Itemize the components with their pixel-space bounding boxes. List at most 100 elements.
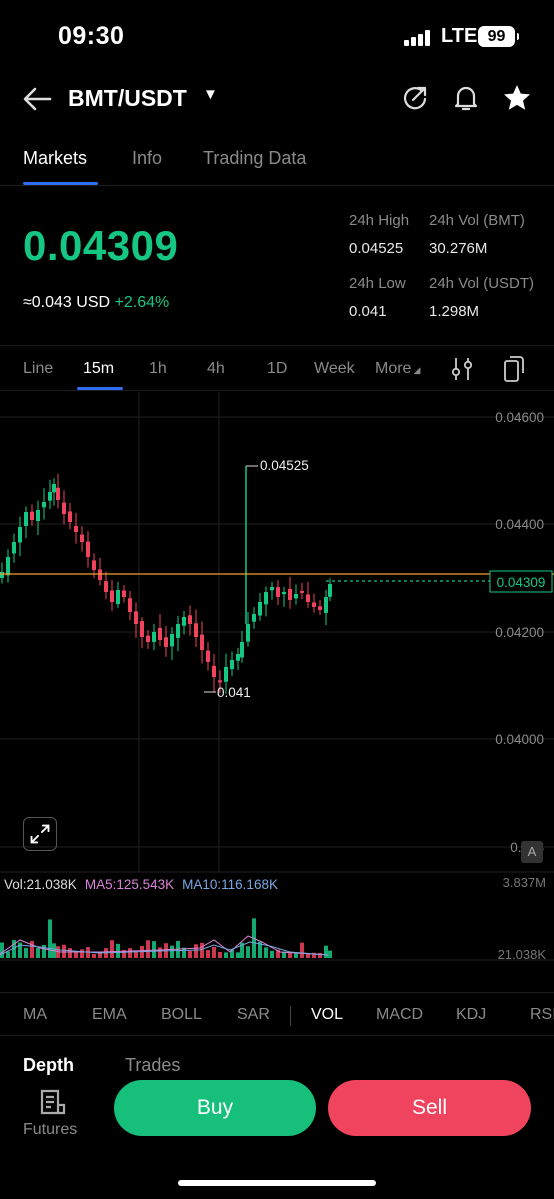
change-percent: +2.64% [114, 294, 170, 311]
tab-trading-data[interactable]: Trading Data [203, 148, 307, 168]
candle-body [36, 510, 40, 522]
vol-quote-value: 1.298M [429, 303, 480, 320]
futures-label[interactable]: Futures [23, 1121, 78, 1138]
candle-body [134, 611, 138, 624]
header: BMT/USDT ▼ [0, 78, 554, 122]
indicator-divider [290, 1006, 291, 1026]
chart-overlay: 0.04525 0.041 0.04309 [0, 458, 554, 700]
chevron-down-icon[interactable]: ▼ [203, 86, 218, 103]
candle-body [128, 598, 132, 612]
vol-quote-label: 24h Vol (USDT) [429, 275, 535, 292]
interval-4h[interactable]: 4h [207, 360, 225, 377]
interval-week[interactable]: Week [314, 360, 355, 377]
volume-bar [110, 940, 114, 958]
candle-body [206, 650, 210, 662]
candle-body [80, 534, 84, 542]
volume-bar [92, 953, 96, 958]
candle-body [200, 634, 204, 650]
indicator-ema[interactable]: EMA [92, 1006, 127, 1023]
volume-bar [98, 951, 102, 958]
high-label: 24h High [349, 212, 410, 229]
tab-depth[interactable]: Depth [23, 1055, 74, 1075]
auto-scale-badge[interactable]: A [521, 841, 543, 863]
ma10-value: MA10:116.168K [182, 877, 278, 892]
interval-more-label: More [375, 360, 412, 377]
indicator-settings-icon[interactable] [450, 356, 474, 382]
indicator-bar: MA EMA BOLL SAR VOL MACD KDJ RSI [0, 992, 554, 1036]
interval-1d[interactable]: 1D [267, 360, 288, 377]
candle-body [264, 592, 268, 605]
volume-pane: 3.837M 21.038K [0, 875, 546, 962]
interval-15m[interactable]: 15m [83, 360, 115, 377]
bottom-bar: Futures Buy Sell [0, 1075, 554, 1199]
volume-bar [294, 952, 298, 958]
candle-body [252, 614, 256, 622]
candle-body [116, 590, 120, 605]
candle-body [306, 594, 310, 602]
volume-bar [48, 919, 52, 958]
volume-bar [80, 949, 84, 958]
top-tabs: Markets Info Trading Data [0, 140, 554, 186]
share-icon[interactable] [399, 82, 431, 114]
tab-info[interactable]: Info [132, 148, 163, 168]
tab-underline [23, 182, 98, 185]
futures-icon[interactable] [38, 1087, 68, 1117]
high-value: 0.04525 [349, 240, 404, 257]
candle-body [24, 512, 28, 526]
volume-bar [224, 952, 228, 958]
usd-unit: USD [76, 294, 111, 311]
rotate-screen-icon[interactable] [501, 355, 525, 383]
price-tick-label: 0.04000 [495, 732, 544, 747]
indicator-sar[interactable]: SAR [237, 1006, 270, 1023]
interval-1h[interactable]: 1h [149, 360, 167, 377]
candle-body [164, 637, 168, 647]
last-price: 0.04309 [23, 222, 179, 269]
tab-trades[interactable]: Trades [125, 1055, 181, 1075]
indicator-kdj[interactable]: KDJ [456, 1006, 487, 1023]
candle-body [30, 511, 34, 520]
candle-body [0, 572, 4, 578]
indicator-boll[interactable]: BOLL [161, 1006, 202, 1023]
volume-bar [212, 946, 216, 958]
candle-body [6, 557, 10, 576]
bell-icon[interactable] [450, 82, 482, 114]
volume-bar [328, 950, 332, 958]
back-arrow-icon[interactable] [20, 82, 54, 116]
candle-body [300, 590, 304, 593]
volume-bar [206, 950, 210, 958]
candle-body [224, 667, 228, 682]
candle-body [158, 628, 162, 640]
candle-body [62, 502, 66, 514]
indicator-rsi[interactable]: RSI [530, 1006, 554, 1023]
candle-body [324, 597, 328, 613]
ma5-value: MA5:125.543K [84, 877, 175, 892]
volume-bar [18, 942, 22, 958]
expand-icon [30, 824, 50, 844]
volume-bar [0, 942, 4, 958]
tab-markets[interactable]: Markets [23, 148, 88, 168]
candle-body [312, 602, 316, 607]
candle-body [328, 584, 332, 597]
volume-bar [134, 951, 138, 958]
indicator-vol[interactable]: VOL [311, 1006, 344, 1023]
interval-line[interactable]: Line [23, 360, 54, 377]
volume-bar [200, 942, 204, 958]
candle-body [12, 542, 16, 554]
candle-body [86, 541, 90, 557]
volume-bar [188, 950, 192, 958]
star-icon[interactable] [501, 82, 533, 114]
interval-more[interactable]: More ◢ [375, 360, 420, 378]
candle-body [182, 617, 186, 626]
expand-button[interactable] [23, 817, 57, 851]
candle-body [74, 525, 78, 532]
sell-button[interactable]: Sell [328, 1080, 531, 1136]
buy-button[interactable]: Buy [114, 1080, 316, 1136]
candle-body [52, 484, 56, 493]
ma5-line [0, 935, 329, 956]
candle-body [92, 560, 96, 570]
indicator-ma[interactable]: MA [23, 1006, 47, 1023]
interval-underline [77, 387, 123, 390]
pair-title[interactable]: BMT/USDT [68, 85, 187, 111]
usd-line: ≈0.043 USD +2.64% [23, 294, 169, 312]
indicator-macd[interactable]: MACD [376, 1006, 424, 1023]
